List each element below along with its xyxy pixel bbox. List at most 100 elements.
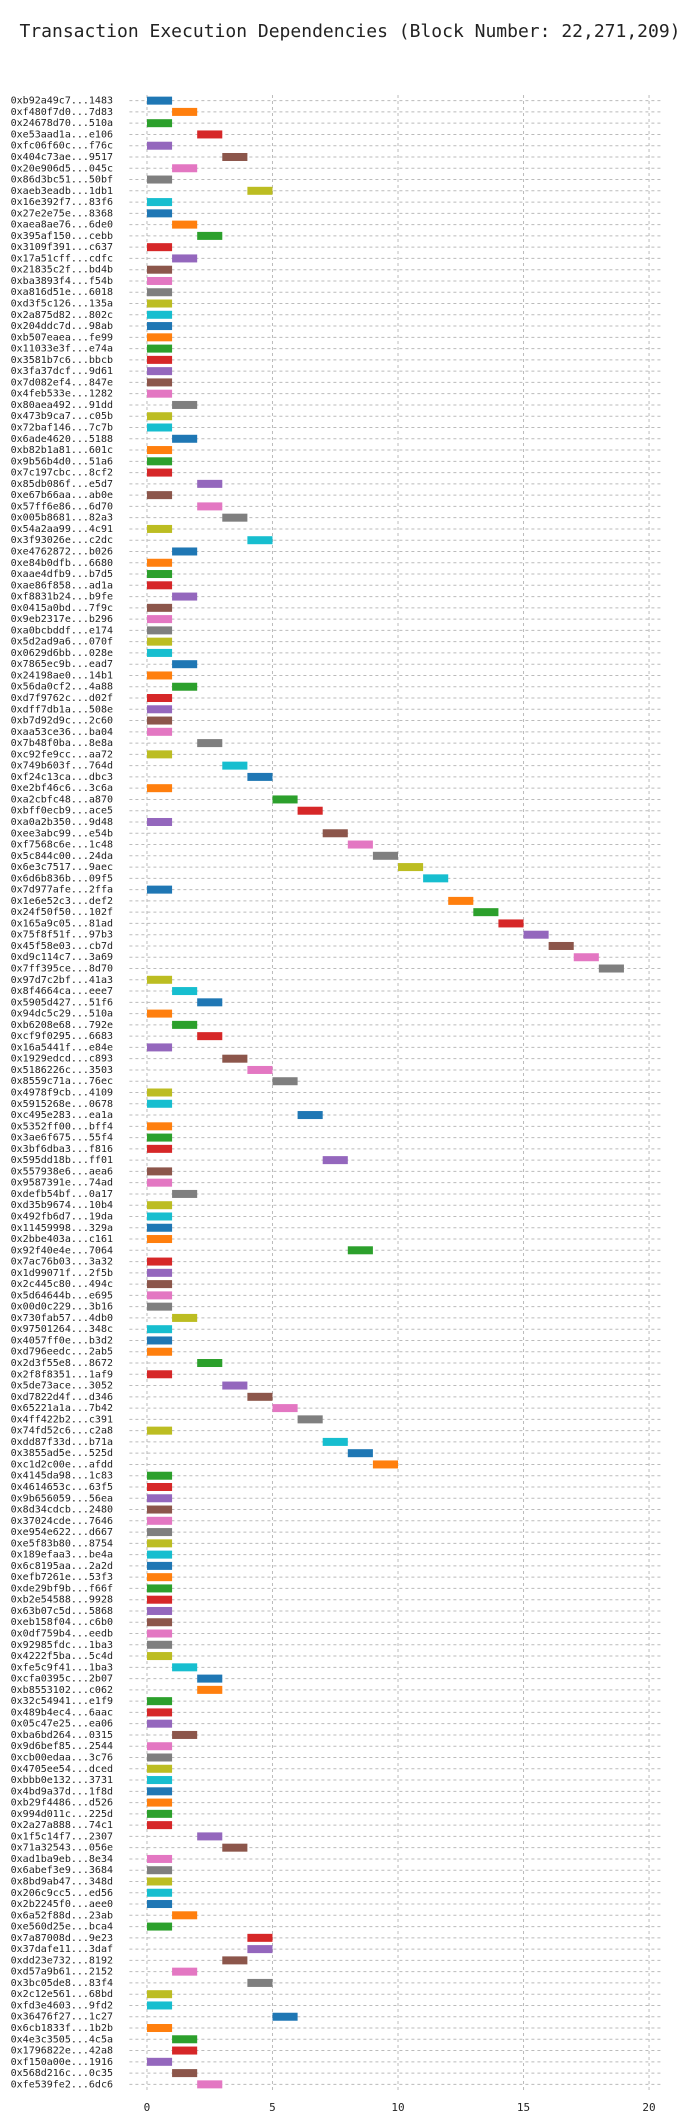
y-tick-label: 0xf8831b24...b9fe: [11, 592, 113, 603]
y-tick-label: 0x7865ec9b...ead7: [11, 659, 113, 670]
y-tick-label: 0xbbb0e132...3731: [11, 1775, 113, 1786]
y-tick-label: 0x9b656059...56ea: [11, 1493, 113, 1504]
bar: [172, 254, 198, 263]
y-tick-label: 0x5d2ad9a6...070f: [11, 637, 113, 648]
y-tick-label: 0xcfa0395c...2b07: [11, 1674, 113, 1685]
bar: [146, 1640, 173, 1649]
y-tick-label: 0x86d3bc51...50bf: [11, 175, 113, 186]
y-tick-label: 0x557938e6...aea6: [11, 1166, 113, 1177]
bar: [146, 716, 173, 725]
bar: [146, 2024, 173, 2033]
y-tick-label: 0x20e906d5...045c: [11, 163, 113, 174]
x-tick-label: 0: [144, 2101, 151, 2114]
bar: [197, 998, 223, 1007]
y-tick-label: 0x24678d70...510a: [11, 118, 113, 129]
bar: [146, 1595, 173, 1604]
y-tick-label: 0xfe539fe2...6dc6: [11, 2079, 113, 2090]
y-tick-label: 0xcf9f0295...6683: [11, 1031, 113, 1042]
y-tick-label: 0xd796eedc...2ab5: [11, 1347, 113, 1358]
bar: [146, 1764, 173, 1773]
y-tick-label: 0xb507eaea...fe99: [11, 332, 113, 343]
bar: [146, 694, 173, 703]
bar: [146, 817, 173, 826]
y-tick-label: 0x0415a0bd...7f9c: [11, 603, 113, 614]
y-tick-label: 0x2f8f8351...1af9: [11, 1369, 113, 1380]
bar: [146, 1539, 173, 1548]
y-tick-label: 0x5c844c00...24da: [11, 851, 113, 862]
bar: [172, 434, 198, 443]
bar: [197, 1685, 223, 1694]
y-tick-label: 0x56da0cf2...4a88: [11, 682, 113, 693]
y-tick-label: 0xe84b0dfb...6680: [11, 558, 113, 569]
y-tick-label: 0x1f5c14f7...2307: [11, 1831, 113, 1842]
bar: [172, 1313, 198, 1322]
bar: [146, 1201, 173, 1210]
y-tick-label: 0xaea8ae76...6de0: [11, 220, 113, 231]
y-tick-label: 0x6ade4620...5188: [11, 434, 113, 445]
bar: [146, 1280, 173, 1289]
y-tick-label: 0x4614653c...63f5: [11, 1482, 113, 1493]
bar: [146, 1167, 173, 1176]
bar: [172, 592, 198, 601]
bar: [146, 141, 173, 150]
y-tick-label: 0x8d34cdcb...2480: [11, 1505, 113, 1516]
y-tick-label: 0x5905d427...51f6: [11, 997, 113, 1008]
y-tick-label: 0x206c9cc5...ed56: [11, 1888, 113, 1899]
bar: [172, 164, 198, 173]
bar: [146, 322, 173, 331]
y-tick-label: 0x4057ff0e...b3d2: [11, 1335, 113, 1346]
y-tick-label: 0x005b8681...82a3: [11, 513, 113, 524]
bar: [197, 1832, 223, 1841]
y-tick-label: 0xa0a2b350...9d48: [11, 817, 113, 828]
bar: [146, 1719, 173, 1728]
y-tick-label: 0x7d977afe...2ffa: [11, 885, 113, 896]
y-tick-label: 0xf480f7d0...7d83: [11, 107, 113, 118]
y-tick-label: 0xb82b1a81...601c: [11, 445, 113, 456]
y-tick-label: 0xfc06f60c...f76c: [11, 141, 113, 152]
bar: [322, 1156, 348, 1165]
y-tick-label: 0x9587391e...74ad: [11, 1178, 113, 1189]
y-tick-label: 0x5d64644b...e695: [11, 1290, 113, 1301]
bar: [146, 1144, 173, 1153]
bar: [146, 1302, 173, 1311]
y-tick-label: 0x71a32543...056e: [11, 1843, 113, 1854]
bar: [197, 231, 223, 240]
bar: [172, 1020, 198, 1029]
bar: [146, 1561, 173, 1570]
y-tick-label: 0x92f40e4e...7064: [11, 1245, 113, 1256]
bar: [297, 1111, 323, 1120]
y-tick-label: 0x1796822e...42a8: [11, 2046, 113, 2057]
y-tick-label: 0xad1ba9eb...8e34: [11, 1854, 113, 1865]
bar: [146, 1798, 173, 1807]
y-tick-label: 0x32c54941...e1f9: [11, 1696, 113, 1707]
y-tick-label: 0xf24c13ca...dbc3: [11, 772, 113, 783]
bar: [146, 1291, 173, 1300]
bar: [598, 964, 624, 973]
y-tick-label: 0xaae4dfb9...b7d5: [11, 569, 113, 580]
y-tick-label: 0xa816d51e...6018: [11, 287, 113, 298]
bar: [172, 2069, 198, 2078]
chart-title: Transaction Execution Dependencies (Bloc…: [19, 21, 680, 42]
bar: [172, 1911, 198, 1920]
bar: [172, 1967, 198, 1976]
bar: [146, 1505, 173, 1514]
y-tick-label: 0x7ff395ce...8d70: [11, 964, 113, 975]
y-tick-label: 0x2a27a888...74c1: [11, 1820, 113, 1831]
bar: [272, 795, 298, 804]
y-tick-label: 0x492fb6d7...19da: [11, 1211, 113, 1222]
y-tick-label: 0xeb158f04...c6b0: [11, 1617, 113, 1628]
y-tick-label: 0xdff7db1a...508e: [11, 704, 113, 715]
bar: [197, 1674, 223, 1683]
bar: [146, 1426, 173, 1435]
y-tick-label: 0x97501264...348c: [11, 1324, 113, 1335]
bar: [172, 1189, 198, 1198]
y-tick-label: 0xe4762872...b026: [11, 546, 113, 557]
bar: [146, 581, 173, 590]
y-tick-label: 0xe954e622...d667: [11, 1527, 113, 1538]
bar: [146, 468, 173, 477]
y-tick-label: 0x7b48f0ba...8e8a: [11, 738, 113, 749]
y-tick-label: 0x473b9ca7...c05b: [11, 411, 113, 422]
y-tick-label: 0x5186226c...3503: [11, 1065, 113, 1076]
y-tick-label: 0x3bc05de8...83f4: [11, 1978, 113, 1989]
bar: [423, 874, 449, 883]
